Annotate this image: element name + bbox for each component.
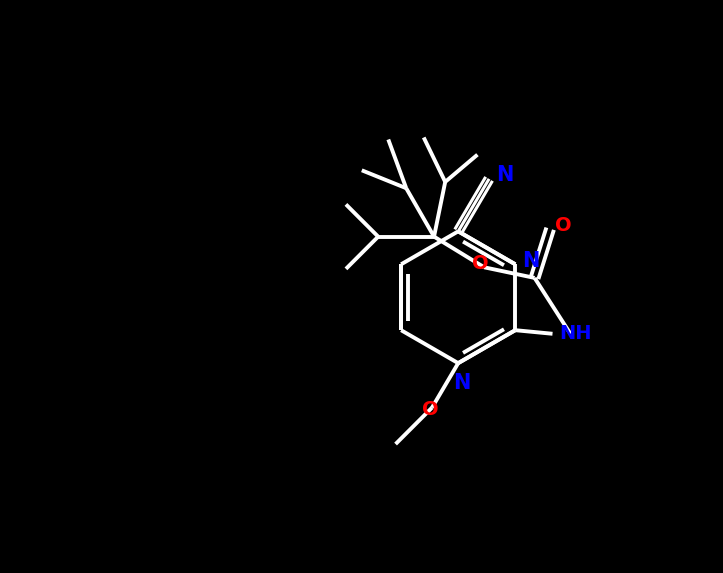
Text: N: N: [453, 373, 471, 393]
Text: NH: NH: [560, 324, 592, 343]
Text: N: N: [496, 165, 513, 185]
Text: O: O: [422, 399, 439, 418]
Text: O: O: [555, 215, 571, 235]
Text: N: N: [522, 251, 539, 270]
Text: O: O: [472, 254, 489, 273]
